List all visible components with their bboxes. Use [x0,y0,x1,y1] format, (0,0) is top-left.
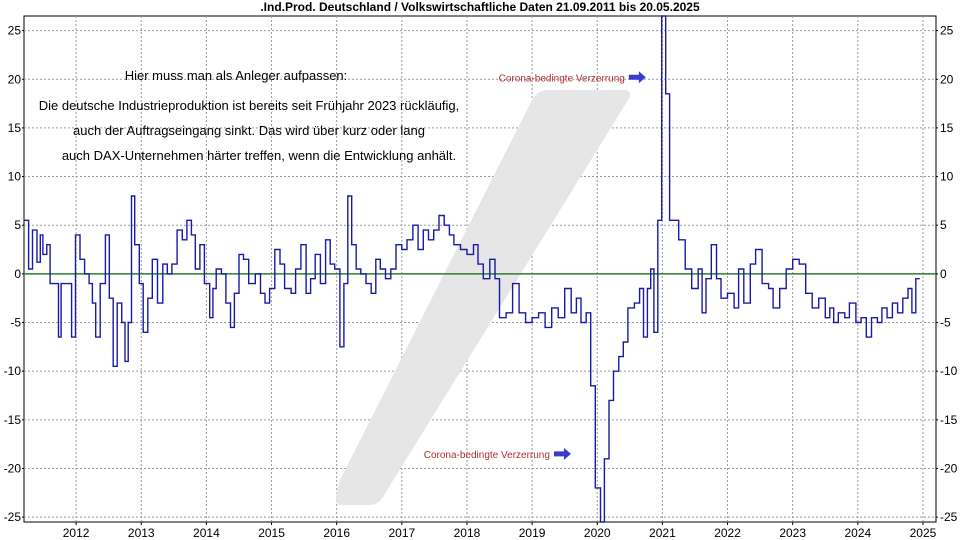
y-tick-right--10: -10 [940,364,958,378]
annotation-1: Corona-bedingte Verzerrung [424,450,550,461]
x-tick-2022: 2022 [714,526,741,540]
x-tick-2023: 2023 [779,526,806,540]
x-tick-2013: 2013 [128,526,155,540]
y-tick-left-0: 0 [14,267,21,281]
y-tick-left-5: 5 [14,218,21,232]
x-tick-2021: 2021 [649,526,676,540]
y-tick-left--5: -5 [10,316,21,330]
x-tick-2024: 2024 [844,526,871,540]
x-tick-2017: 2017 [388,526,415,540]
note-line-3: auch DAX-Unternehmen härter treffen, wen… [62,148,456,163]
annotation-arrow-0 [628,71,646,84]
y-tick-right-10: 10 [940,170,954,184]
y-tick-left-20: 20 [8,72,22,86]
x-tick-2020: 2020 [584,526,611,540]
y-tick-right--25: -25 [940,510,958,524]
y-tick-left--15: -15 [4,413,22,427]
y-tick-right-20: 20 [940,72,954,86]
x-tick-2016: 2016 [323,526,350,540]
y-tick-left-25: 25 [8,24,22,38]
y-tick-right-5: 5 [940,218,947,232]
chart-title: .Ind.Prod. Deutschland / Volkswirtschaft… [260,0,700,14]
y-tick-left-15: 15 [8,121,22,135]
annotation-0: Corona-bedingte Verzerrung [499,73,625,84]
y-tick-left-10: 10 [8,170,22,184]
x-tick-2015: 2015 [258,526,285,540]
y-tick-left--10: -10 [4,364,22,378]
note-line-2: auch der Auftragseingang sinkt. Das wird… [73,123,425,138]
annotation-arrow-1 [553,447,571,460]
x-tick-2025: 2025 [910,526,937,540]
y-tick-left--25: -25 [4,510,22,524]
y-tick-right-15: 15 [940,121,954,135]
y-tick-right--5: -5 [940,316,951,330]
y-tick-right-25: 25 [940,24,954,38]
y-tick-right--20: -20 [940,461,958,475]
note-line-0: Hier muss man als Anleger aufpassen: [125,68,348,83]
series-line [24,15,920,523]
note-line-1: Die deutsche Industrieproduktion ist ber… [39,98,460,113]
x-tick-2018: 2018 [454,526,481,540]
y-tick-right--15: -15 [940,413,958,427]
x-tick-2019: 2019 [519,526,546,540]
watermark-shape [336,90,630,505]
y-tick-left--20: -20 [4,461,22,475]
x-tick-2012: 2012 [63,526,90,540]
x-tick-2014: 2014 [193,526,220,540]
y-tick-right-0: 0 [940,267,947,281]
